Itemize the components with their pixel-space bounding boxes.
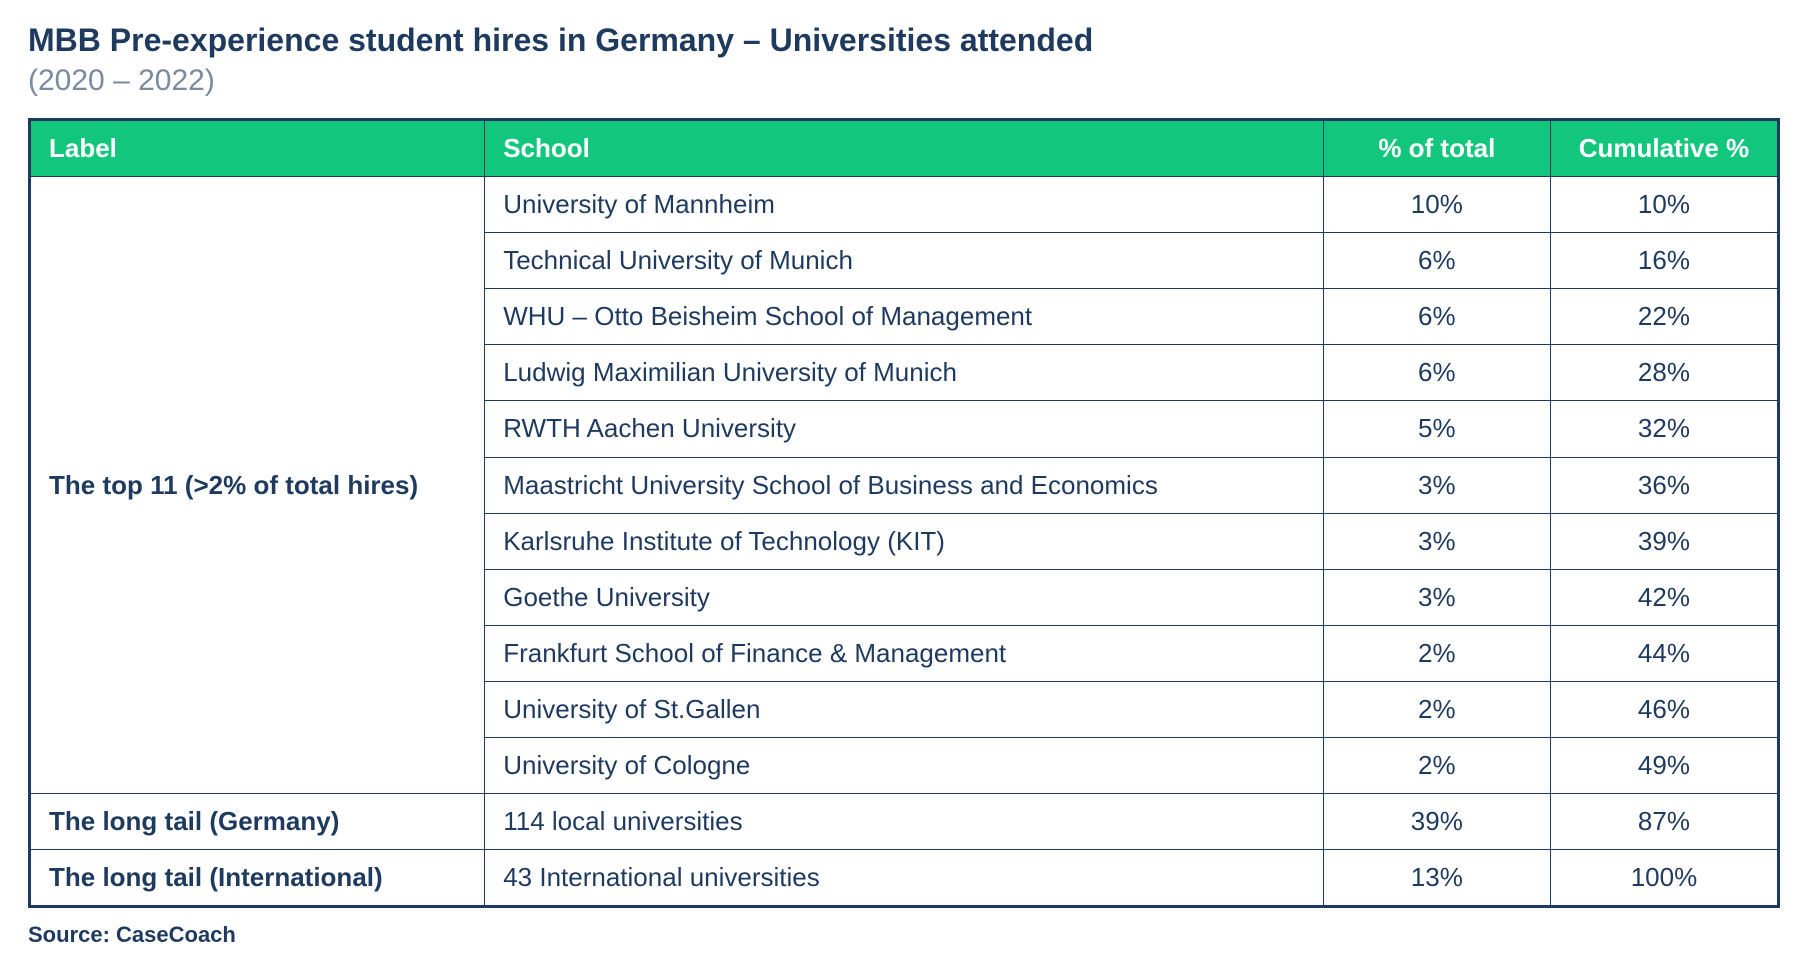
school-cell: 114 local universities [485,794,1324,850]
pct-cell: 39% [1323,794,1550,850]
page-subtitle: (2020 – 2022) [28,64,1780,98]
cumulative-cell: 28% [1550,345,1777,401]
cumulative-cell: 16% [1550,233,1777,289]
table-head: LabelSchool% of totalCumulative % [31,121,1778,177]
pct-cell: 6% [1323,233,1550,289]
table-row: The long tail (International)43 Internat… [31,850,1778,906]
page-title: MBB Pre-experience student hires in Germ… [28,20,1780,60]
cumulative-cell: 22% [1550,289,1777,345]
cumulative-cell: 32% [1550,401,1777,457]
pct-cell: 10% [1323,177,1550,233]
school-cell: Ludwig Maximilian University of Munich [485,345,1324,401]
pct-cell: 3% [1323,513,1550,569]
table-body: The top 11 (>2% of total hires)Universit… [31,177,1778,906]
pct-cell: 2% [1323,681,1550,737]
table-header-row: LabelSchool% of totalCumulative % [31,121,1778,177]
school-cell: RWTH Aachen University [485,401,1324,457]
cumulative-cell: 36% [1550,457,1777,513]
school-cell: WHU – Otto Beisheim School of Management [485,289,1324,345]
table-header-cell: Cumulative % [1550,121,1777,177]
source-note: Source: CaseCoach [28,922,1780,948]
cumulative-cell: 100% [1550,850,1777,906]
pct-cell: 3% [1323,569,1550,625]
cumulative-cell: 42% [1550,569,1777,625]
group-label-cell: The long tail (Germany) [31,794,485,850]
pct-cell: 5% [1323,401,1550,457]
cumulative-cell: 44% [1550,625,1777,681]
page: MBB Pre-experience student hires in Germ… [0,0,1808,968]
school-cell: Goethe University [485,569,1324,625]
universities-table: LabelSchool% of totalCumulative % The to… [30,120,1778,906]
pct-cell: 13% [1323,850,1550,906]
pct-cell: 3% [1323,457,1550,513]
table-header-cell: % of total [1323,121,1550,177]
school-cell: 43 International universities [485,850,1324,906]
cumulative-cell: 10% [1550,177,1777,233]
cumulative-cell: 39% [1550,513,1777,569]
pct-cell: 2% [1323,625,1550,681]
cumulative-cell: 46% [1550,681,1777,737]
school-cell: Technical University of Munich [485,233,1324,289]
table-header-cell: Label [31,121,485,177]
school-cell: Maastricht University School of Business… [485,457,1324,513]
table-wrapper: LabelSchool% of totalCumulative % The to… [28,118,1780,908]
school-cell: Frankfurt School of Finance & Management [485,625,1324,681]
table-header-cell: School [485,121,1324,177]
pct-cell: 6% [1323,345,1550,401]
cumulative-cell: 87% [1550,794,1777,850]
group-label-cell: The long tail (International) [31,850,485,906]
pct-cell: 6% [1323,289,1550,345]
school-cell: University of Mannheim [485,177,1324,233]
cumulative-cell: 49% [1550,738,1777,794]
table-row: The long tail (Germany)114 local univers… [31,794,1778,850]
school-cell: University of Cologne [485,738,1324,794]
pct-cell: 2% [1323,738,1550,794]
school-cell: University of St.Gallen [485,681,1324,737]
table-row: The top 11 (>2% of total hires)Universit… [31,177,1778,233]
school-cell: Karlsruhe Institute of Technology (KIT) [485,513,1324,569]
group-label-cell: The top 11 (>2% of total hires) [31,177,485,794]
